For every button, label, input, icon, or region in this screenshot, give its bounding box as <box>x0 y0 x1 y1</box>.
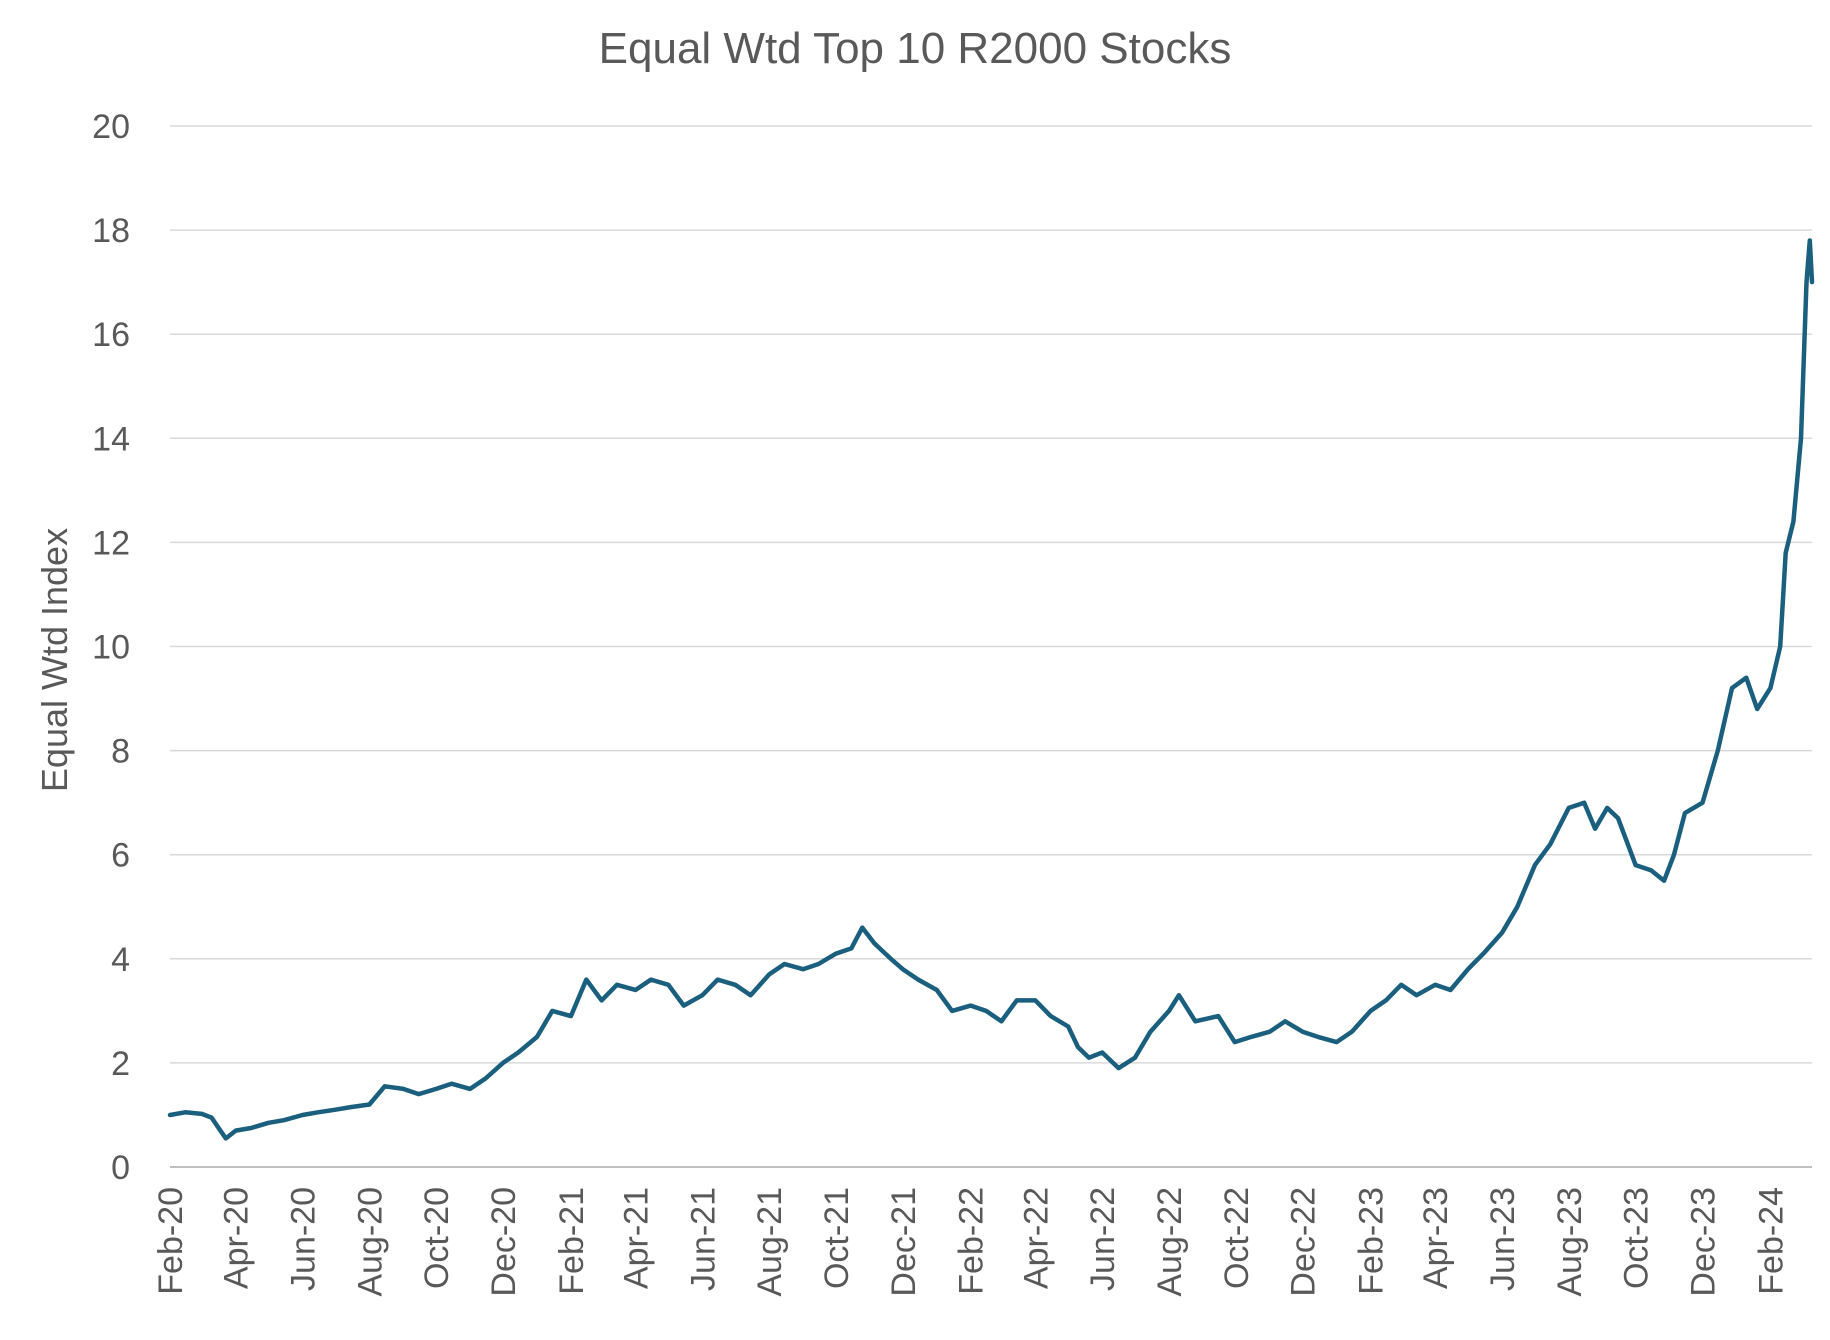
y-tick-label: 6 <box>111 837 130 875</box>
x-tick-label: Apr-20 <box>218 1187 256 1289</box>
x-tick-label: Jun-20 <box>285 1187 323 1291</box>
x-tick-label: Apr-21 <box>618 1187 656 1289</box>
y-tick-label: 20 <box>92 108 130 146</box>
x-tick-label: Aug-20 <box>351 1187 389 1297</box>
x-tick-label: Apr-22 <box>1017 1187 1055 1289</box>
x-tick-label: Dec-23 <box>1684 1187 1722 1297</box>
y-tick-label: 14 <box>92 420 130 458</box>
y-tick-label: 4 <box>111 941 130 979</box>
x-tick-label: Dec-22 <box>1285 1187 1323 1297</box>
x-tick-label: Aug-23 <box>1551 1187 1589 1297</box>
y-tick-label: 18 <box>92 212 130 250</box>
x-tick-label: Feb-24 <box>1752 1187 1790 1295</box>
x-tick-label: Oct-23 <box>1618 1187 1656 1289</box>
y-tick-label: 8 <box>111 733 130 771</box>
x-tick-label: Oct-20 <box>418 1187 456 1289</box>
x-tick-label: Aug-22 <box>1151 1187 1189 1297</box>
x-tick-label: Jun-22 <box>1084 1187 1122 1291</box>
x-tick-label: Feb-21 <box>553 1187 591 1295</box>
x-tick-label: Feb-22 <box>953 1187 991 1295</box>
y-tick-label: 16 <box>92 316 130 354</box>
x-tick-label: Aug-21 <box>751 1187 789 1297</box>
y-tick-label: 2 <box>111 1045 130 1083</box>
x-tick-label: Jun-21 <box>684 1187 722 1291</box>
x-tick-label: Oct-21 <box>818 1187 856 1289</box>
x-tick-label: Jun-23 <box>1484 1187 1522 1291</box>
x-tick-label: Feb-20 <box>152 1187 190 1295</box>
chart-title: Equal Wtd Top 10 R2000 Stocks <box>598 24 1232 73</box>
y-tick-label: 12 <box>92 524 130 562</box>
series-line <box>167 238 1815 1141</box>
x-tick-label: Dec-21 <box>885 1187 923 1297</box>
x-tick-label: Dec-20 <box>485 1187 523 1297</box>
x-tick-label: Feb-23 <box>1353 1187 1391 1295</box>
y-tick-label: 10 <box>92 629 130 667</box>
x-tick-label: Apr-23 <box>1417 1187 1455 1289</box>
y-tick-label: 0 <box>111 1149 130 1187</box>
x-tick-label: Oct-22 <box>1218 1187 1256 1289</box>
